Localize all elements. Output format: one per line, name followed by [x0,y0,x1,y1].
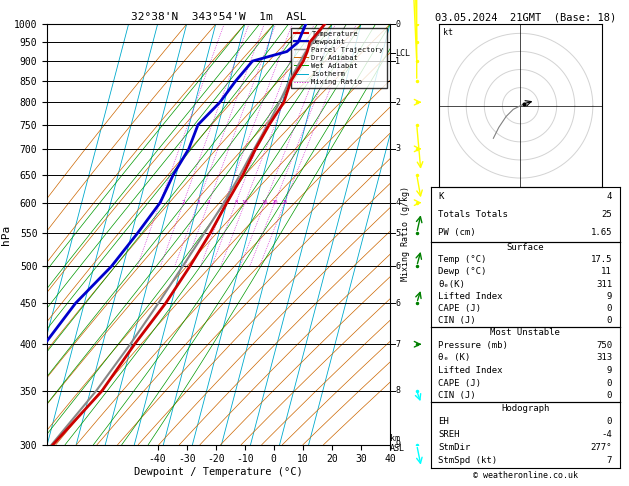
Text: Lifted Index: Lifted Index [438,366,503,375]
Text: 6: 6 [396,262,401,271]
Text: PW (cm): PW (cm) [438,228,476,237]
Text: 5: 5 [396,228,401,238]
Text: 7: 7 [396,340,401,349]
Text: CIN (J): CIN (J) [438,316,476,325]
Text: 8: 8 [234,200,238,205]
Text: 0: 0 [606,417,612,426]
Text: Totals Totals: Totals Totals [438,210,508,219]
Text: Lifted Index: Lifted Index [438,292,503,301]
Text: CAPE (J): CAPE (J) [438,379,481,388]
Text: CAPE (J): CAPE (J) [438,304,481,313]
Text: 25: 25 [601,210,612,219]
Text: 0: 0 [396,20,401,29]
Y-axis label: hPa: hPa [1,225,11,244]
Text: θₑ(K): θₑ(K) [438,279,465,289]
Text: 16: 16 [262,200,268,205]
Text: 1: 1 [396,56,401,66]
Text: 20: 20 [272,200,278,205]
Text: 9: 9 [396,440,401,449]
Text: 0: 0 [606,391,612,400]
Text: EH: EH [438,417,449,426]
Text: 750: 750 [596,341,612,350]
Text: 6: 6 [223,200,226,205]
Text: km
ASL: km ASL [390,434,405,453]
Text: StmDir: StmDir [438,443,470,452]
Title: 32°38'N  343°54'W  1m  ASL: 32°38'N 343°54'W 1m ASL [131,12,306,22]
Text: LCL: LCL [396,49,411,58]
Text: 03.05.2024  21GMT  (Base: 18): 03.05.2024 21GMT (Base: 18) [435,12,616,22]
Text: Most Unstable: Most Unstable [490,329,560,337]
Text: 1.65: 1.65 [591,228,612,237]
Text: 9: 9 [606,366,612,375]
Legend: Temperature, Dewpoint, Parcel Trajectory, Dry Adiabat, Wet Adiabat, Isotherm, Mi: Temperature, Dewpoint, Parcel Trajectory… [291,28,386,88]
Text: Temp (°C): Temp (°C) [438,255,487,264]
X-axis label: Dewpoint / Temperature (°C): Dewpoint / Temperature (°C) [134,467,303,477]
Text: 9: 9 [606,292,612,301]
Text: -4: -4 [601,430,612,439]
Text: Surface: Surface [506,243,544,252]
Text: K: K [438,191,444,201]
Text: 7: 7 [606,456,612,466]
Text: Hodograph: Hodograph [501,404,549,413]
Text: 17.5: 17.5 [591,255,612,264]
Text: 0: 0 [606,304,612,313]
Text: 277°: 277° [591,443,612,452]
Text: 313: 313 [596,353,612,363]
Text: CIN (J): CIN (J) [438,391,476,400]
Text: 1: 1 [159,200,162,205]
Text: SREH: SREH [438,430,460,439]
Text: 311: 311 [596,279,612,289]
Text: 3: 3 [396,144,401,154]
Text: 0: 0 [606,316,612,325]
Text: 8: 8 [396,386,401,396]
Text: 10: 10 [242,200,248,205]
Text: Mixing Ratio (g/kg): Mixing Ratio (g/kg) [401,186,410,281]
Text: 4: 4 [606,191,612,201]
Text: θₑ (K): θₑ (K) [438,353,470,363]
Text: StmSpd (kt): StmSpd (kt) [438,456,498,466]
Text: Pressure (mb): Pressure (mb) [438,341,508,350]
Text: 2: 2 [396,98,401,107]
Text: 2: 2 [182,200,185,205]
Text: kt: kt [443,28,453,37]
Text: © weatheronline.co.uk: © weatheronline.co.uk [473,471,577,480]
Text: 0: 0 [606,379,612,388]
Text: Dewp (°C): Dewp (°C) [438,267,487,277]
Text: 25: 25 [281,200,288,205]
Text: 4: 4 [207,200,210,205]
Text: 6: 6 [396,298,401,308]
Text: 3: 3 [196,200,199,205]
Text: 11: 11 [601,267,612,277]
Text: 4: 4 [396,198,401,207]
